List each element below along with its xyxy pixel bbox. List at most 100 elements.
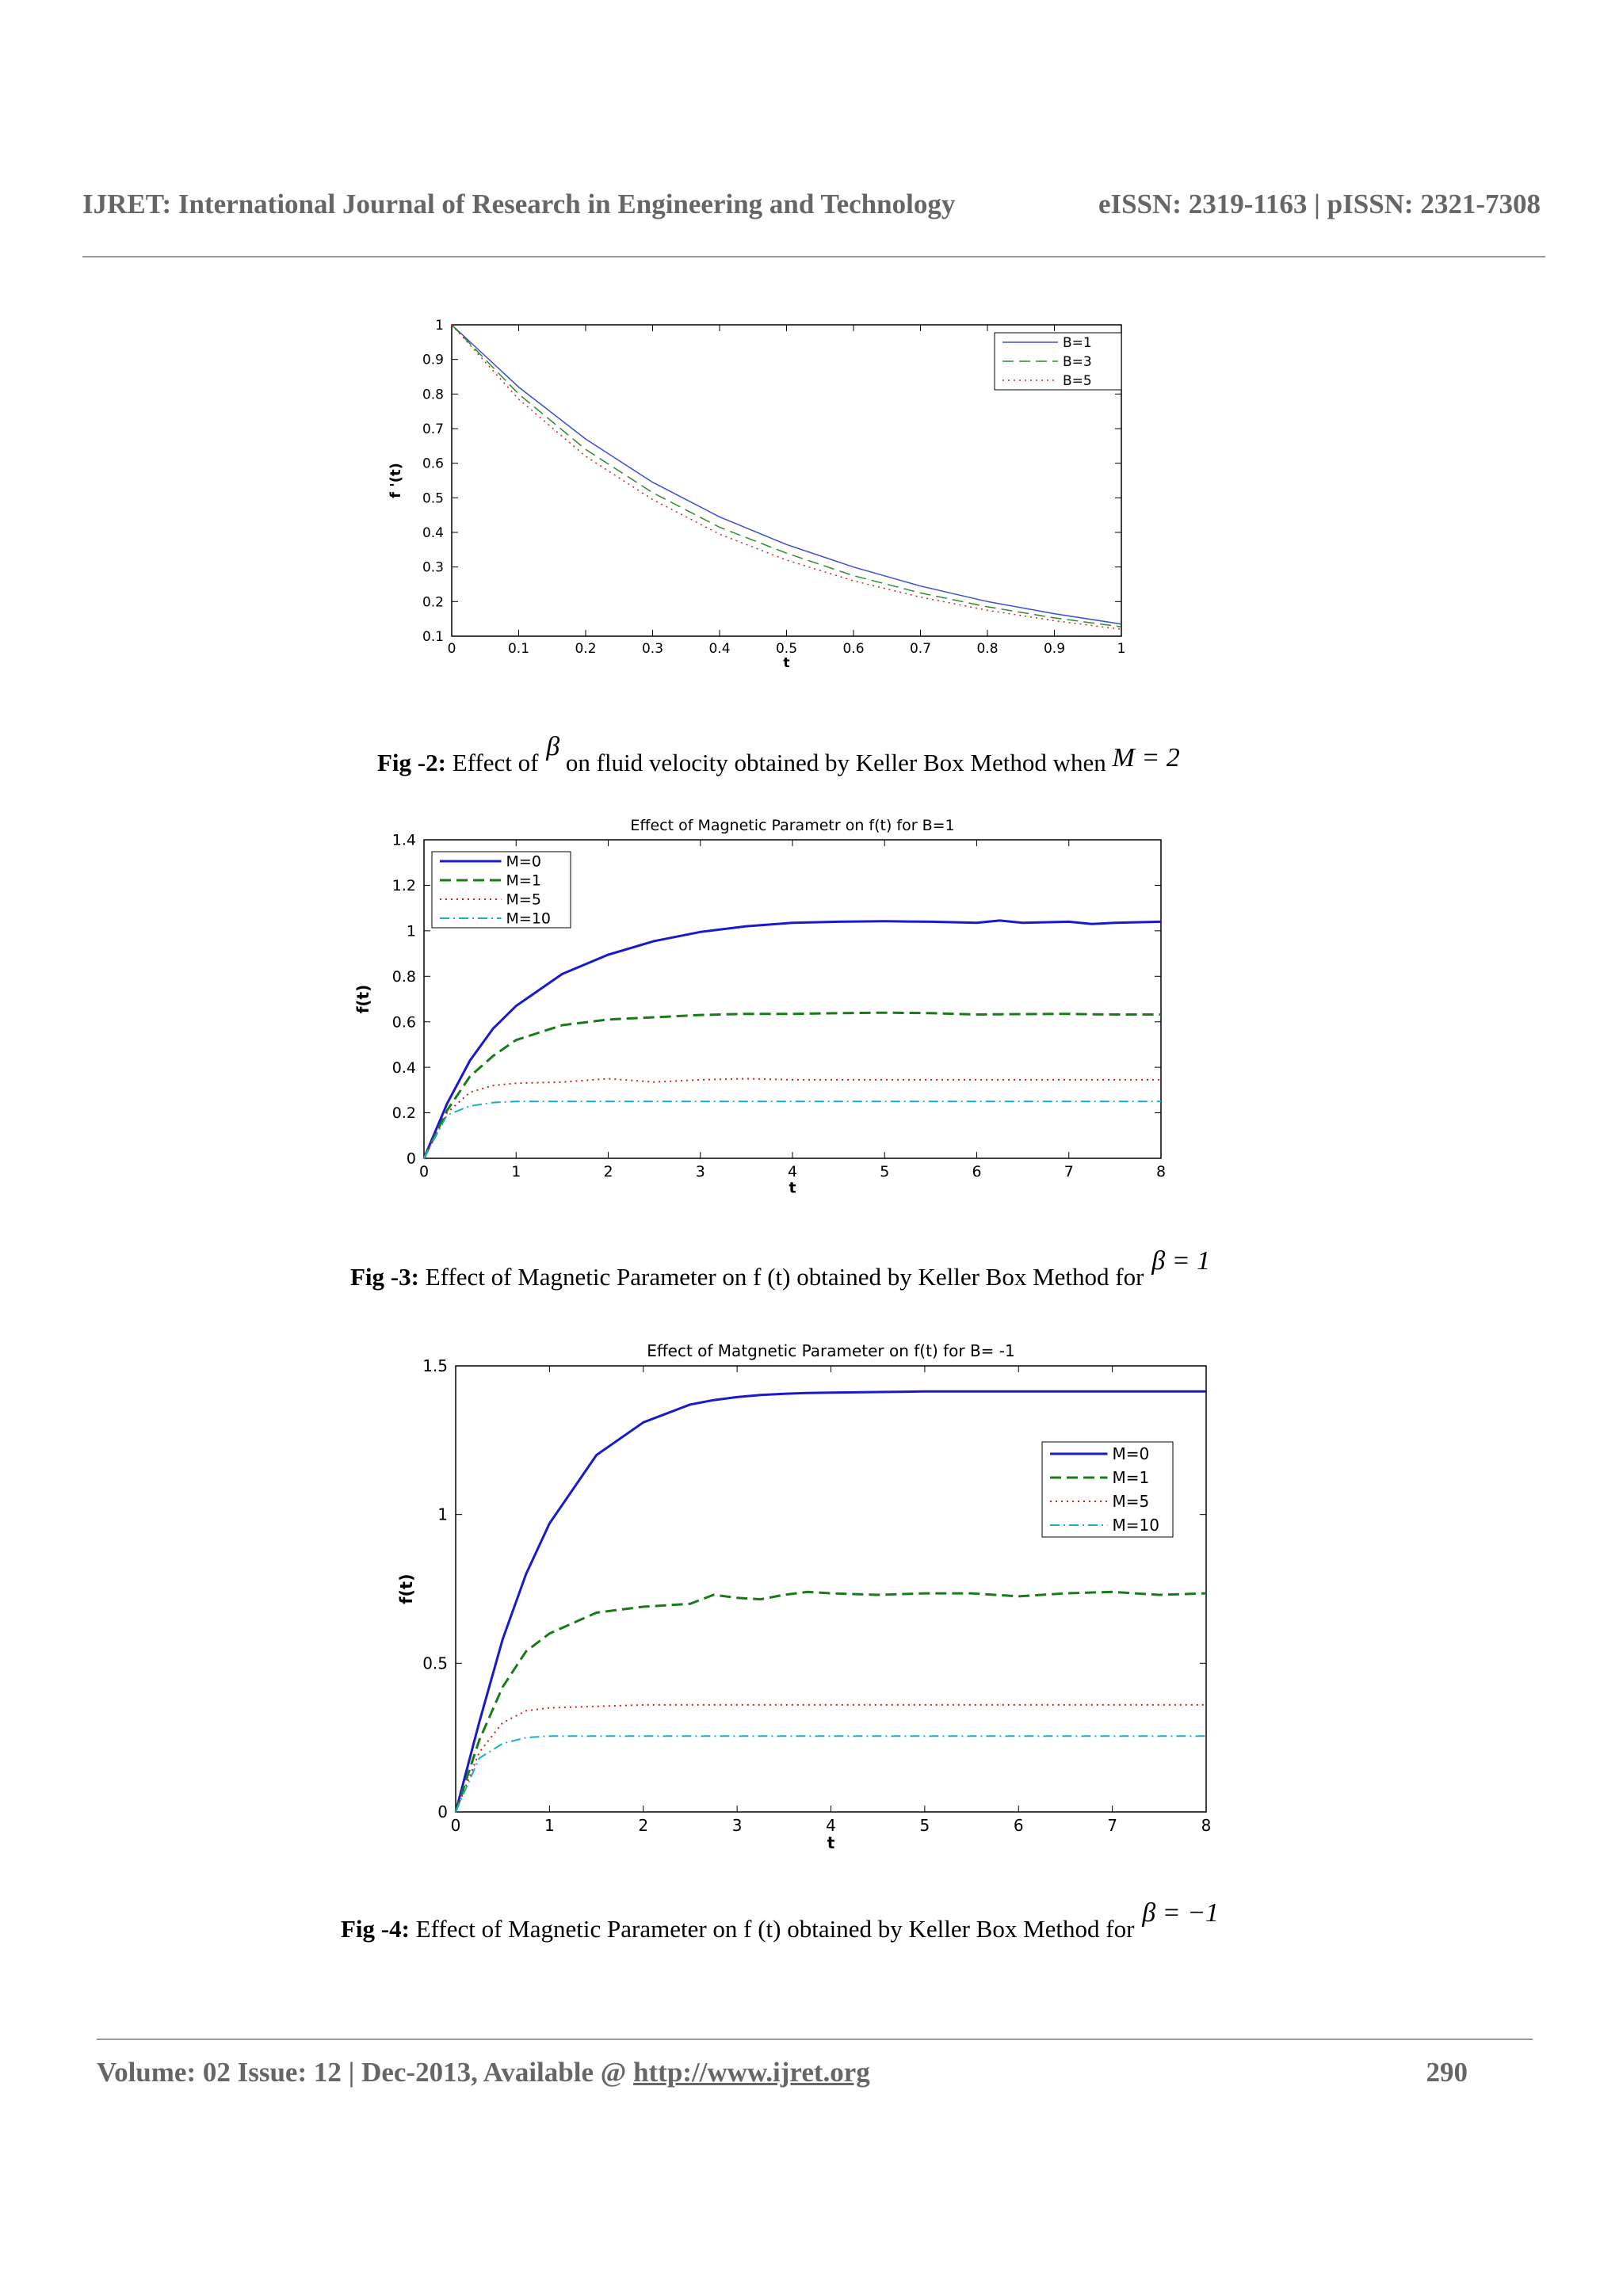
page-footer: Volume: 02 Issue: 12 | Dec-2013, Availab…: [97, 2057, 1468, 2088]
figure-3-caption: Fig -3: Effect of Magnetic Parameter on …: [350, 1246, 1211, 1291]
y-tick-label: 0.4: [392, 1059, 416, 1077]
figure-4-label: Fig -4:: [341, 1915, 410, 1943]
series-line-m-5: [423, 1077, 1161, 1159]
y-tick-label: 1.5: [422, 1356, 448, 1375]
y-tick-label: 0.6: [392, 1013, 416, 1031]
legend-label: M=10: [1113, 1516, 1159, 1535]
y-tick-label: 1: [437, 1505, 448, 1524]
series-line-m-10: [455, 1735, 1206, 1813]
y-tick-label: 1.2: [392, 877, 416, 894]
x-tick-label: 4: [826, 1816, 836, 1835]
legend-label: M=0: [506, 853, 541, 871]
x-tick-label: 1: [544, 1816, 555, 1835]
x-tick-label: 5: [920, 1816, 930, 1835]
series-line-b-1: [451, 324, 1122, 625]
series-line-m-0: [422, 919, 1162, 1159]
page-number: 290: [1426, 2057, 1468, 2088]
x-tick-label: 6: [972, 1163, 981, 1180]
x-tick-label: 5: [880, 1163, 889, 1180]
series-line-m-1: [454, 1590, 1207, 1813]
x-tick-label: 1: [511, 1163, 521, 1180]
y-tick-label: 1: [407, 923, 416, 940]
figure-4-caption: Fig -4: Effect of Magnetic Parameter on …: [341, 1898, 1220, 1943]
figure-2-chart: 0 0.1 0.2 0.3 0.4 0.5 0.6 0.7 0.8 0.9 10.10.20.30.…: [388, 318, 1126, 671]
x-tick-label: 0.1: [508, 641, 529, 657]
x-tick-label: 0.2: [575, 641, 596, 657]
header-rule: [82, 256, 1545, 257]
page-header: IJRET: International Journal of Research…: [82, 189, 1541, 220]
y-tick-label: 0: [407, 1150, 416, 1168]
y-tick-label: 0: [437, 1802, 448, 1821]
x-tick-label: 3: [696, 1163, 705, 1180]
y-tick-label: 0.8: [422, 387, 444, 402]
chart-title: Effect of Matgnetic Parameter on f(t) fo…: [647, 1341, 1015, 1360]
y-tick-label: 1.4: [392, 832, 416, 849]
legend-label: M=10: [506, 910, 552, 928]
x-tick-label: 0: [448, 641, 456, 657]
legend-label: B=5: [1063, 373, 1092, 389]
y-axis-label: f(t): [353, 985, 372, 1014]
legend-label: M=1: [506, 872, 541, 890]
figure-4-condition: β = −1: [1142, 1898, 1220, 1928]
legend-label: B=1: [1063, 335, 1092, 351]
y-tick-label: 0.4: [422, 525, 444, 541]
figure-3-label: Fig -3:: [350, 1263, 419, 1291]
x-tick-label: 0.8: [976, 641, 998, 657]
figure-3-chart: Effect of Magnetic Parametr on f(t) for …: [353, 817, 1166, 1197]
y-tick-label: 0.7: [422, 421, 444, 437]
y-tick-label: 0.6: [422, 456, 444, 472]
series-line-m-5: [455, 1703, 1206, 1813]
legend-label: M=0: [1113, 1444, 1150, 1463]
footer-rule: [97, 2039, 1533, 2040]
x-tick-label: 3: [732, 1816, 743, 1835]
x-tick-label: 8: [1156, 1163, 1166, 1180]
x-tick-label: 0.7: [910, 641, 931, 657]
x-tick-label: 2: [638, 1816, 648, 1835]
x-tick-label: 0.3: [642, 641, 663, 657]
y-tick-label: 0.1: [422, 629, 444, 645]
x-tick-label: 2: [603, 1163, 613, 1180]
x-axis-label: t: [827, 1833, 835, 1852]
x-tick-label: 0.5: [776, 641, 797, 657]
y-axis-label: f(t): [397, 1573, 416, 1604]
x-tick-label: 0: [419, 1163, 429, 1180]
x-tick-label: 0.4: [708, 641, 730, 657]
legend-box: [431, 851, 571, 929]
x-axis-label: t: [783, 655, 789, 671]
figure-2-label: Fig -2:: [377, 749, 446, 776]
series-line-b-3: [451, 324, 1122, 627]
legend-label: B=3: [1063, 354, 1092, 370]
chart-title: Effect of Magnetic Parametr on f(t) for …: [630, 817, 954, 834]
series-line-m-1: [422, 1011, 1161, 1159]
y-tick-label: 0.5: [422, 1653, 448, 1672]
legend-label: M=1: [1113, 1468, 1150, 1487]
series-line-m-0: [454, 1390, 1206, 1813]
beta-symbol: β: [546, 732, 560, 761]
volume-line: Volume: 02 Issue: 12 | Dec-2013, Availab…: [97, 2057, 634, 2088]
journal-title: IJRET: International Journal of Research…: [82, 189, 956, 219]
x-tick-label: 0: [451, 1816, 461, 1835]
x-tick-label: 7: [1064, 1163, 1074, 1180]
x-tick-label: 1: [1117, 641, 1126, 657]
legend-box: [1041, 1441, 1174, 1538]
legend-label: M=5: [506, 891, 541, 909]
figure-2-caption: Fig -2: Effect of β on fluid velocity ob…: [377, 732, 1180, 776]
issn-line: eISSN: 2319-1163 | pISSN: 2321-7308: [1098, 189, 1541, 219]
figure-2-condition: M = 2: [1112, 743, 1180, 772]
y-tick-label: 0.2: [422, 594, 444, 610]
y-axis-label: f '(t): [388, 463, 404, 498]
y-tick-label: 0.9: [422, 353, 444, 368]
legend-label: M=5: [1113, 1492, 1150, 1511]
series-line-b-5: [451, 324, 1122, 631]
x-tick-label: 6: [1014, 1816, 1024, 1835]
figure-4-chart: Effect of Matgnetic Parameter on f(t) fo…: [397, 1341, 1212, 1852]
y-tick-label: 0.5: [422, 490, 444, 506]
x-tick-label: 8: [1201, 1816, 1212, 1835]
x-tick-label: 0.6: [842, 641, 864, 657]
y-tick-label: 1: [435, 318, 444, 334]
x-tick-label: 7: [1107, 1816, 1117, 1835]
x-tick-label: 0.9: [1044, 641, 1065, 657]
x-tick-label: 4: [788, 1163, 797, 1180]
journal-link[interactable]: http://www.ijret.org: [633, 2057, 870, 2088]
figure-3-condition: β = 1: [1151, 1246, 1211, 1276]
